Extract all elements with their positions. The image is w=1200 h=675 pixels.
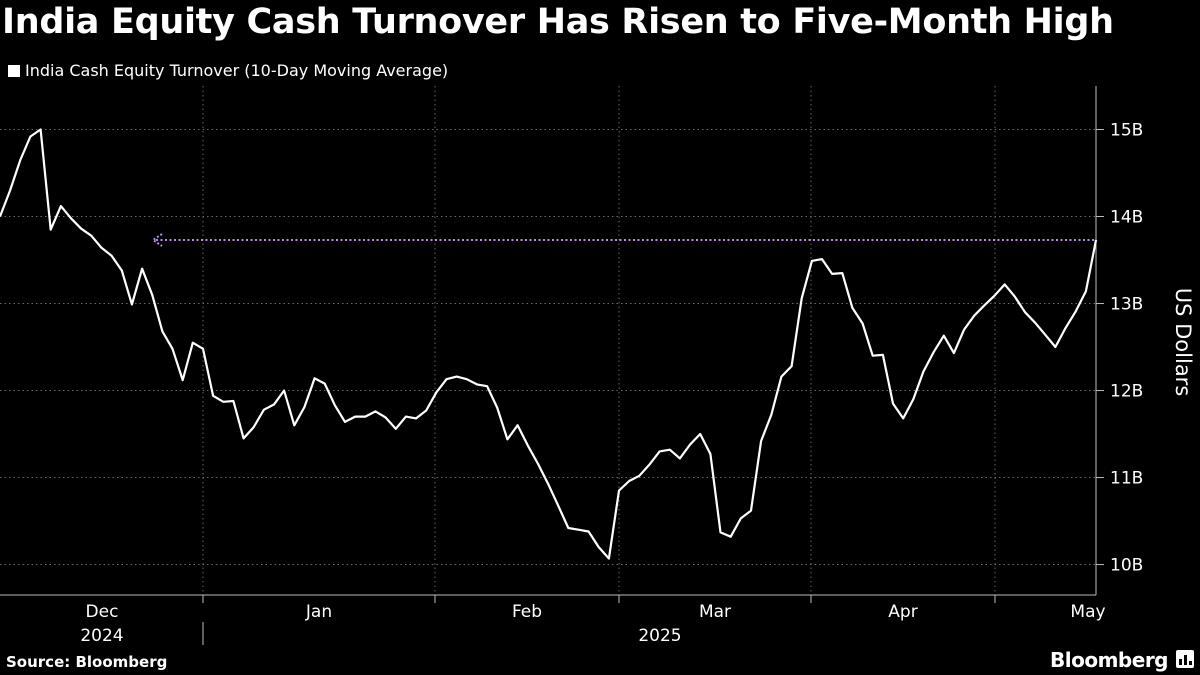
series-line-turnover xyxy=(0,128,1098,560)
source-note: Source: Bloomberg xyxy=(6,653,168,671)
x-month-label: May xyxy=(1070,602,1105,622)
axis-layer xyxy=(0,86,1104,645)
x-month-label: Feb xyxy=(512,602,542,622)
x-month-label: Dec xyxy=(86,602,119,622)
x-month-label: Mar xyxy=(699,602,731,622)
legend-swatch xyxy=(8,64,20,77)
x-year-label: 2024 xyxy=(80,626,123,646)
y-tick-label: 10B xyxy=(1110,556,1143,576)
chart-title: India Equity Cash Turnover Has Risen to … xyxy=(2,2,1114,42)
x-year-label: 2025 xyxy=(638,626,681,646)
grid-layer xyxy=(0,86,1096,595)
y-tick-label: 12B xyxy=(1110,382,1143,402)
legend-label: India Cash Equity Turnover (10-Day Movin… xyxy=(25,61,449,80)
y-tick-label: 15B xyxy=(1110,121,1143,141)
y-tick-label: 14B xyxy=(1110,208,1143,228)
y-axis-label: US Dollars xyxy=(1171,288,1195,397)
y-tick-label: 11B xyxy=(1110,469,1143,489)
bloomberg-chart-icon xyxy=(1176,650,1194,668)
y-tick-label: 13B xyxy=(1110,295,1143,315)
bloomberg-logo: Bloomberg xyxy=(1050,648,1168,672)
label-layer: 10B 11B 12B 13B 14B 15B Dec Jan Feb Mar Apr May 2024… xyxy=(80,121,1195,646)
annotation-arrow xyxy=(151,233,1094,247)
x-month-label: Apr xyxy=(888,602,917,622)
legend: India Cash Equity Turnover (10-Day Movin… xyxy=(8,61,448,80)
x-month-label: Jan xyxy=(305,602,332,622)
series-layer xyxy=(0,128,1098,560)
